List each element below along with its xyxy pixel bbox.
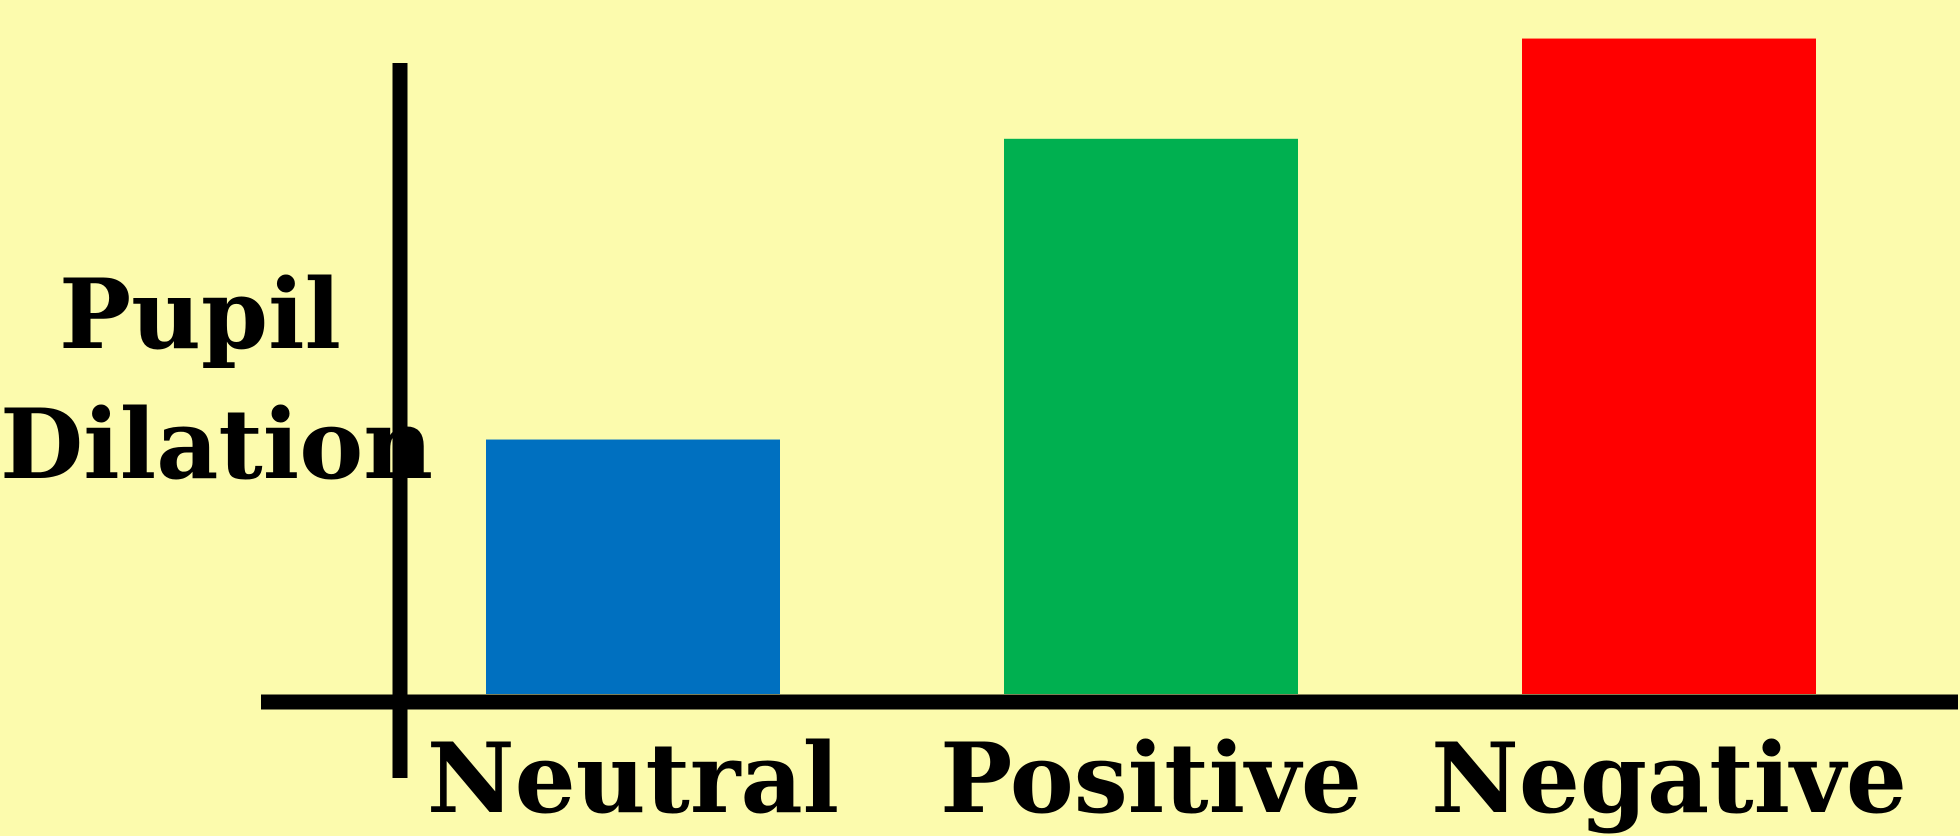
ylabel: Pupil Dilation	[0, 258, 434, 501]
category-label-neutral: Neutral	[427, 722, 839, 835]
category-labels: Neutral Positive Negative	[427, 722, 1907, 835]
bar-negative	[1522, 38, 1816, 695]
category-label-negative: Negative	[1431, 722, 1907, 835]
bars	[486, 38, 1816, 695]
category-label-positive: Positive	[940, 722, 1362, 835]
bar-positive	[1004, 138, 1298, 695]
bar-neutral	[486, 439, 780, 694]
